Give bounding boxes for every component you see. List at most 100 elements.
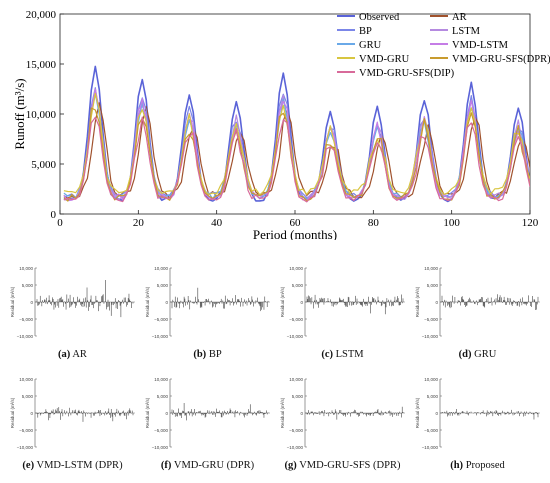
y-axis-label: Runoff (m³/s) [12,78,27,149]
residual-y-tick-label: 10,000 [19,377,33,382]
residual-y-tick-label: −10,000 [17,334,34,339]
legend-label: AR [452,12,467,23]
residual-y-tick-label: 5,000 [427,394,439,399]
residual-y-tick-label: −10,000 [152,334,169,339]
residual-y-tick-label: −5,000 [19,317,33,322]
residual-y-tick-label: −10,000 [287,445,304,450]
x-tick-label: 40 [211,217,223,229]
residual-chart-b: 10,000 5,000 0 −5,000 −10,000 Residual (m³/s) [145,266,270,339]
x-tick-label: 80 [368,217,380,229]
caption-a: (a) AR [58,349,87,360]
residual-y-tick-label: −10,000 [152,445,169,450]
residual-y-axis-label: Residual (m³/s) [145,397,150,428]
legend-label: VMD-GRU-SFS(DPR) [452,54,550,65]
y-tick-label: 5,000 [31,159,56,171]
legend-label: VMD-GRU [359,54,410,65]
residual-y-tick-label: −5,000 [424,428,438,433]
legend-label: Observed [359,12,400,23]
residual-y-tick-label: 5,000 [157,394,169,399]
residual-panel-b: 10,000 5,000 0 −5,000 −10,000 Residual (m³/s)… [140,262,275,372]
residual-panel-c: 10,000 5,000 0 −5,000 −10,000 Residual (m³/s)… [275,262,410,372]
x-tick-label: 100 [443,217,460,229]
residual-y-axis-label: Residual (m³/s) [415,286,420,317]
x-tick-label: 120 [522,217,539,229]
residual-y-axis-label: Residual (m³/s) [145,286,150,317]
residual-panel-a: 10,000 5,000 0 −5,000 −10,000 Residual (m³/s)… [5,262,140,372]
series-line-ar [63,102,530,199]
residual-chart-g: 10,000 5,000 0 −5,000 −10,000 Residual (m³/s) [280,377,405,450]
caption-h: (h) Proposed [450,460,505,471]
residual-y-tick-label: 5,000 [292,394,304,399]
residual-y-tick-label: 5,000 [427,283,439,288]
series-line-vmd-gru [63,92,530,196]
residual-y-tick-label: 10,000 [154,377,168,382]
caption-b: (b) BP [193,349,222,360]
residual-y-tick-label: 0 [435,411,438,416]
residual-chart-d: 10,000 5,000 0 −5,000 −10,000 Residual (m³/s) [415,266,540,339]
residual-panel-h: 10,000 5,000 0 −5,000 −10,000 Residual (m³/s)… [410,373,545,483]
residual-y-axis-label: Residual (m³/s) [280,397,285,428]
residual-y-tick-label: 0 [300,300,303,305]
residual-y-tick-label: −5,000 [289,428,303,433]
residual-chart-e: 10,000 5,000 0 −5,000 −10,000 Residual (m³/s) [10,377,135,450]
legend-label: BP [359,26,372,37]
legend-label: GRU [359,40,382,51]
residual-y-tick-label: 0 [30,411,33,416]
residual-y-tick-label: −5,000 [424,317,438,322]
residual-y-tick-label: 5,000 [22,394,34,399]
x-tick-label: 0 [57,217,63,229]
residual-y-axis-label: Residual (m³/s) [10,286,15,317]
caption-g: (g) VMD-GRU-SFS (DPR) [284,460,401,471]
residual-y-tick-label: −5,000 [154,317,168,322]
residual-y-axis-label: Residual (m³/s) [280,286,285,317]
residual-y-tick-label: 10,000 [424,377,438,382]
runoff-line-chart: 0 20 40 60 80 100 120 0 5,000 10,000 15,000 20,000 P… [12,9,550,240]
residual-y-tick-label: 0 [300,411,303,416]
residual-y-tick-label: 5,000 [157,283,169,288]
y-tick-label: 20,000 [26,9,57,21]
series-group [63,65,530,203]
residual-y-tick-label: 10,000 [154,266,168,271]
x-tick-label: 20 [133,217,145,229]
legend-label: LSTM [452,26,481,37]
residual-panel-f: 10,000 5,000 0 −5,000 −10,000 Residual (m³/s)… [140,373,275,483]
caption-d: (d) GRU [458,349,497,360]
residual-chart-f: 10,000 5,000 0 −5,000 −10,000 Residual (m³/s) [145,377,270,450]
residual-y-tick-label: 0 [165,411,168,416]
residual-chart-a: 10,000 5,000 0 −5,000 −10,000 Residual (m³/s) [10,266,135,339]
residual-y-tick-label: −10,000 [422,334,439,339]
series-line-vmd-gru-sfs-dip- [63,116,530,203]
legend-label: VMD-LSTM [452,40,509,51]
residual-y-tick-label: 5,000 [292,283,304,288]
residual-y-tick-label: 0 [435,300,438,305]
x-tick-label: 60 [290,217,302,229]
y-tick-label: 0 [51,209,57,221]
residual-y-tick-label: 10,000 [289,377,303,382]
residual-y-tick-label: −5,000 [19,428,33,433]
residual-y-tick-label: −10,000 [422,445,439,450]
residual-panel-d: 10,000 5,000 0 −5,000 −10,000 Residual (m³/s)… [410,262,545,372]
residual-panel-g: 10,000 5,000 0 −5,000 −10,000 Residual (m³/s)… [275,373,410,483]
residual-y-tick-label: −10,000 [17,445,34,450]
residual-chart-c: 10,000 5,000 0 −5,000 −10,000 Residual (m³/s) [280,266,405,339]
caption-e: (e) VMD-LSTM (DPR) [22,460,123,471]
residual-y-tick-label: 10,000 [424,266,438,271]
caption-c: (c) LSTM [321,349,364,360]
residual-y-tick-label: 0 [165,300,168,305]
residual-y-axis-label: Residual (m³/s) [415,397,420,428]
residual-y-tick-label: 10,000 [19,266,33,271]
legend-label: VMD-GRU-SFS(DIP) [359,68,455,79]
residual-panel-e: 10,000 5,000 0 −5,000 −10,000 Residual (m³/s)… [5,373,140,483]
x-axis-label: Period (months) [253,227,337,240]
residual-y-tick-label: −10,000 [287,334,304,339]
residual-y-tick-label: 5,000 [22,283,34,288]
caption-f: (f) VMD-GRU (DPR) [160,460,255,471]
residual-y-tick-label: 0 [30,300,33,305]
residual-y-tick-label: −5,000 [289,317,303,322]
residual-chart-h: 10,000 5,000 0 −5,000 −10,000 Residual (m³/s) [415,377,540,450]
residual-y-tick-label: −5,000 [154,428,168,433]
y-tick-label: 10,000 [26,109,57,121]
residual-y-axis-label: Residual (m³/s) [10,397,15,428]
y-tick-label: 15,000 [26,59,57,71]
legend: Observed AR BP LSTM GRU VMD-LSTM VMD-GRU VMD-GR… [337,12,550,79]
